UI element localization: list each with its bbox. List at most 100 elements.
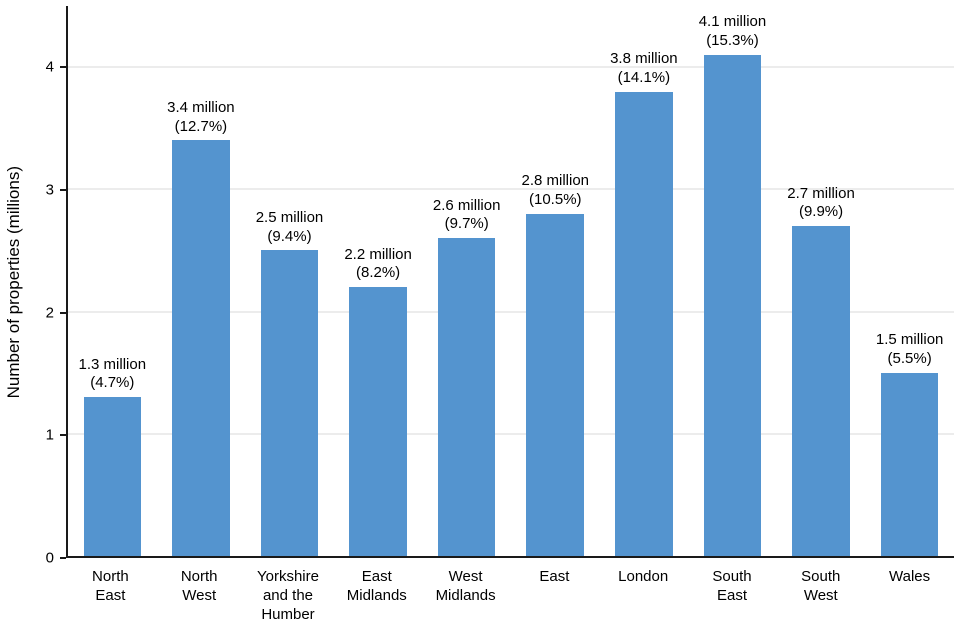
bar-percent-text: (15.3%) [706, 32, 759, 50]
x-tick-label: Wales [865, 564, 954, 624]
x-tick-label-line: London [618, 568, 669, 585]
bar-value-text: 1.3 million [78, 355, 147, 373]
plot-area: 1.3 million (4.7%) 3.4 million (12.7%) 2.5 m… [66, 6, 954, 558]
x-tick-label: East [510, 564, 599, 624]
plot-row: Number of properties (millions) 0 1 2 3 4 1.… [0, 6, 960, 567]
bar-value-label: 2.6 million (9.7%) [433, 197, 501, 235]
bar-value-text: 2.2 million [344, 245, 412, 263]
bar-percent-text: (9.7%) [444, 215, 489, 233]
x-tick-label-line: South [801, 568, 841, 585]
bar [703, 54, 762, 556]
x-tick-label-line: East [539, 568, 570, 585]
bar [260, 250, 319, 556]
bar-value-text: 1.5 million [875, 331, 944, 349]
bar-group: 3.8 million (14.1%) [600, 6, 689, 556]
bar-value-label: 4.1 million (15.3%) [699, 13, 767, 51]
x-tick-label-line: Midlands [435, 586, 496, 604]
x-axis-labels: North East North West Yorkshire and the Humber… [66, 564, 954, 624]
bar-group: 3.4 million (12.7%) [157, 6, 246, 556]
x-tick-label: West Midlands [421, 564, 510, 624]
bar [526, 213, 585, 556]
y-tick-mark [60, 66, 66, 69]
bar-value-text: 3.8 million [610, 50, 678, 68]
gridline [68, 188, 954, 190]
x-tick-label-line: South [712, 568, 752, 585]
bar-percent-text: (9.4%) [267, 227, 312, 245]
bar-value-label: 2.7 million (9.9%) [787, 185, 855, 223]
bar-value-label: 2.2 million (8.2%) [344, 246, 412, 284]
bar-group: 1.5 million (5.5%) [865, 6, 954, 556]
y-axis-title: Number of properties (millions) [4, 165, 23, 399]
y-axis-title-column: Number of properties (millions) [0, 6, 28, 558]
x-tick-label-line: East [361, 568, 392, 585]
bar-value-label: 3.8 million (14.1%) [610, 50, 678, 88]
x-tick-label: East Midlands [332, 564, 421, 624]
x-tick-label-line: Midlands [346, 586, 407, 604]
bar-group: 2.6 million (9.7%) [422, 6, 511, 556]
x-tick-label-line: West [182, 586, 217, 604]
y-tick-mark [60, 189, 66, 191]
bar [615, 91, 673, 556]
y-tick-mark [60, 311, 66, 314]
bar-percent-text: (8.2%) [355, 264, 401, 282]
bar-value-text: 2.6 million [432, 196, 501, 214]
bar-percent-text: (12.7%) [174, 117, 228, 135]
bar-value-label: 1.3 million (4.7%) [79, 356, 147, 394]
x-tick-label-line: East [716, 586, 747, 604]
bar-percent-text: (10.5%) [529, 191, 582, 209]
bar-value-text: 2.5 million [255, 208, 324, 226]
gridline [68, 66, 954, 68]
bar-value-label: 1.5 million (5.5%) [876, 331, 944, 369]
y-tick-label: 2 [45, 304, 54, 322]
y-tick-label: 0 [45, 549, 54, 567]
bar-group: 2.2 million (8.2%) [334, 6, 423, 556]
bar-value-text: 2.7 million [787, 184, 855, 202]
x-tick-label: South East [688, 564, 777, 624]
x-tick-label: North West [155, 564, 244, 624]
x-tick-label-line: Yorkshire [257, 568, 319, 585]
x-axis-row: North East North West Yorkshire and the Humber… [0, 564, 960, 624]
bar [437, 238, 496, 556]
y-tick-mark [60, 434, 66, 437]
y-tick-mark [60, 557, 66, 559]
gridline [68, 433, 954, 435]
x-tick-label-line: North [92, 568, 129, 585]
x-tick-label: Yorkshire and the Humber [244, 564, 333, 624]
bar [349, 287, 407, 556]
x-tick-label: South West [776, 564, 865, 624]
bar-value-label: 2.8 million (10.5%) [522, 172, 590, 210]
bar-group: 2.7 million (9.9%) [777, 6, 866, 556]
bar-group: 4.1 million (15.3%) [688, 6, 777, 556]
x-tick-label-line: North [180, 568, 218, 585]
bar-percent-text: (5.5%) [887, 349, 932, 367]
bar-group: 2.5 million (9.4%) [245, 6, 334, 556]
bar-value-label: 3.4 million (12.7%) [167, 99, 235, 137]
bar [83, 397, 142, 556]
x-tick-label-line: West [448, 568, 483, 585]
x-tick-label: North East [66, 564, 155, 624]
gridline [68, 311, 954, 313]
x-tick-label: London [599, 564, 688, 624]
x-tick-label-line: Wales [889, 568, 931, 585]
y-tick-label: 1 [45, 426, 54, 444]
bar [792, 226, 850, 556]
x-tick-label-line: East [95, 586, 126, 604]
bars: 1.3 million (4.7%) 3.4 million (12.7%) 2.5 m… [68, 6, 954, 556]
x-tick-label-line: West [803, 586, 838, 604]
bar-value-label: 2.5 million (9.4%) [256, 209, 324, 247]
bar-percent-text: (9.9%) [798, 203, 844, 221]
x-tick-label-line: and the [262, 586, 314, 604]
bar-group: 2.8 million (10.5%) [511, 6, 600, 556]
bar-percent-text: (14.1%) [617, 68, 671, 86]
bar-value-text: 4.1 million [698, 13, 767, 31]
bar-group: 1.3 million (4.7%) [68, 6, 157, 556]
bar-percent-text: (4.7%) [90, 374, 135, 392]
y-tick-label: 4 [45, 58, 54, 76]
y-tick-label: 3 [45, 181, 54, 199]
bar-value-text: 2.8 million [521, 172, 590, 190]
y-axis: 0 1 2 3 4 [28, 6, 66, 567]
bar-value-text: 3.4 million [167, 98, 235, 116]
bar [880, 372, 939, 556]
bar [172, 140, 230, 556]
